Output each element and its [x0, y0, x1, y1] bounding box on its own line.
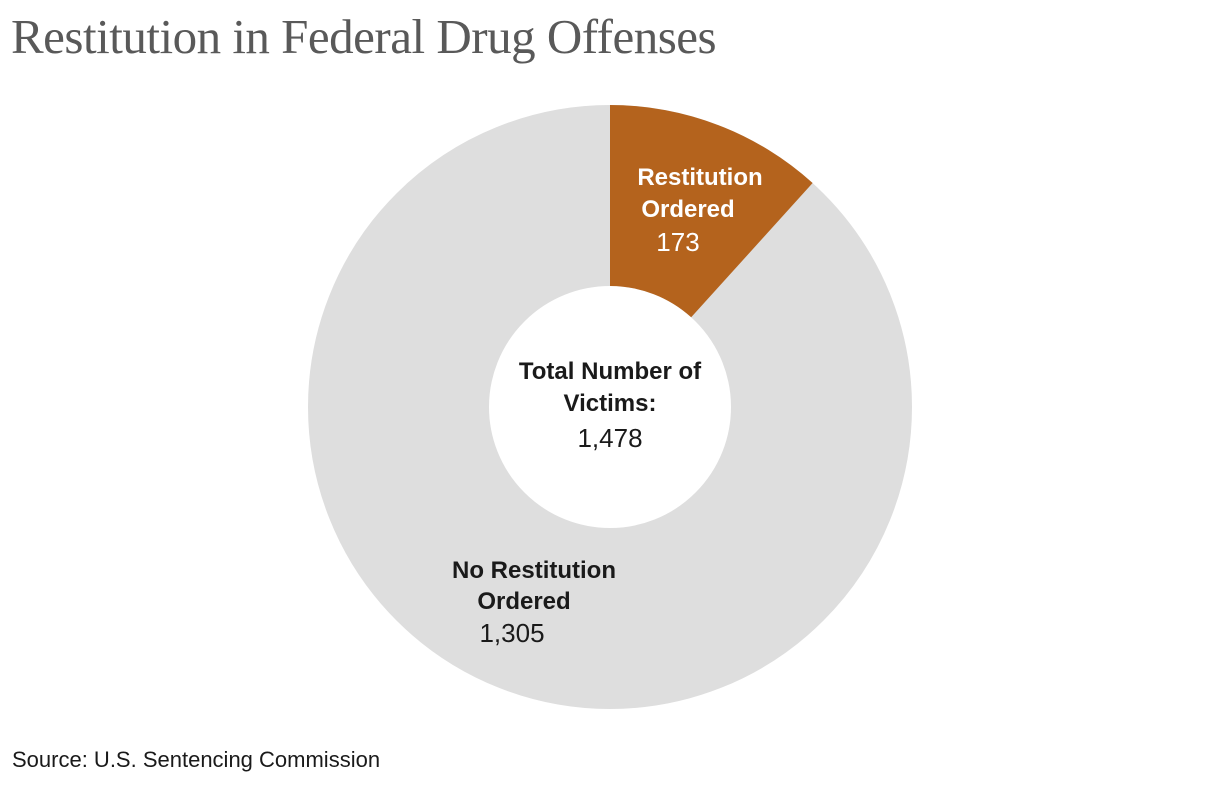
source-note: Source: U.S. Sentencing Commission: [12, 747, 381, 772]
restitution-ordered-value: 173: [656, 227, 700, 257]
page-title: Restitution in Federal Drug Offenses: [11, 9, 717, 64]
center-total-value: 1,478: [577, 423, 643, 453]
no-restitution-label-line1: No Restitution: [452, 557, 616, 584]
center-total-label-line1: Total Number of: [518, 358, 702, 385]
restitution-ordered-label-line1: Restitution: [637, 164, 763, 191]
no-restitution-value: 1,305: [479, 618, 545, 648]
donut-slice-restitution-ordered: [610, 105, 813, 318]
center-total-label-line2: Victims:: [563, 390, 657, 417]
restitution-ordered-label-line2: Ordered: [641, 196, 735, 223]
no-restitution-label-line2: Ordered: [477, 588, 571, 615]
